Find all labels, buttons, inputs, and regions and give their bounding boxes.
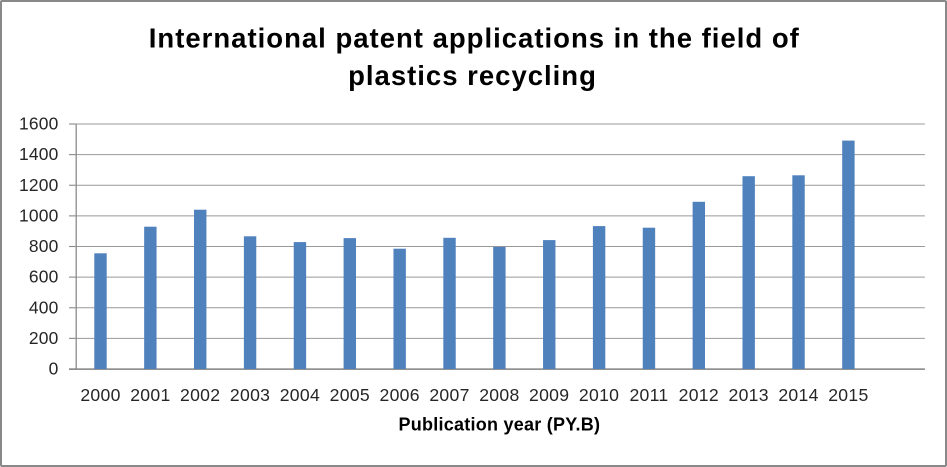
svg-text:2010: 2010	[579, 385, 619, 405]
svg-text:plastics recycling: plastics recycling	[348, 60, 597, 91]
svg-text:200: 200	[29, 328, 59, 348]
svg-text:2006: 2006	[380, 385, 420, 405]
svg-text:800: 800	[29, 236, 59, 256]
svg-text:Publication year (PY.B): Publication year (PY.B)	[398, 414, 600, 434]
svg-text:0: 0	[49, 359, 59, 379]
svg-text:400: 400	[29, 297, 59, 317]
svg-text:1000: 1000	[19, 205, 59, 225]
svg-text:2014: 2014	[778, 385, 818, 405]
svg-text:2004: 2004	[280, 385, 320, 405]
svg-text:1600: 1600	[19, 114, 59, 134]
svg-text:2007: 2007	[429, 385, 469, 405]
svg-text:2005: 2005	[330, 385, 370, 405]
svg-text:1200: 1200	[19, 175, 59, 195]
svg-text:2009: 2009	[529, 385, 569, 405]
svg-text:600: 600	[29, 267, 59, 287]
svg-text:2011: 2011	[629, 385, 668, 405]
svg-text:2012: 2012	[679, 385, 719, 405]
svg-text:International patent applicati: International patent applications in the…	[149, 22, 800, 53]
svg-text:2008: 2008	[479, 385, 519, 405]
svg-text:2002: 2002	[180, 385, 220, 405]
svg-text:2015: 2015	[828, 385, 868, 405]
svg-text:2013: 2013	[729, 385, 769, 405]
svg-text:2000: 2000	[80, 385, 120, 405]
svg-text:2001: 2001	[130, 385, 170, 405]
svg-text:1400: 1400	[19, 144, 59, 164]
svg-text:2003: 2003	[230, 385, 270, 405]
